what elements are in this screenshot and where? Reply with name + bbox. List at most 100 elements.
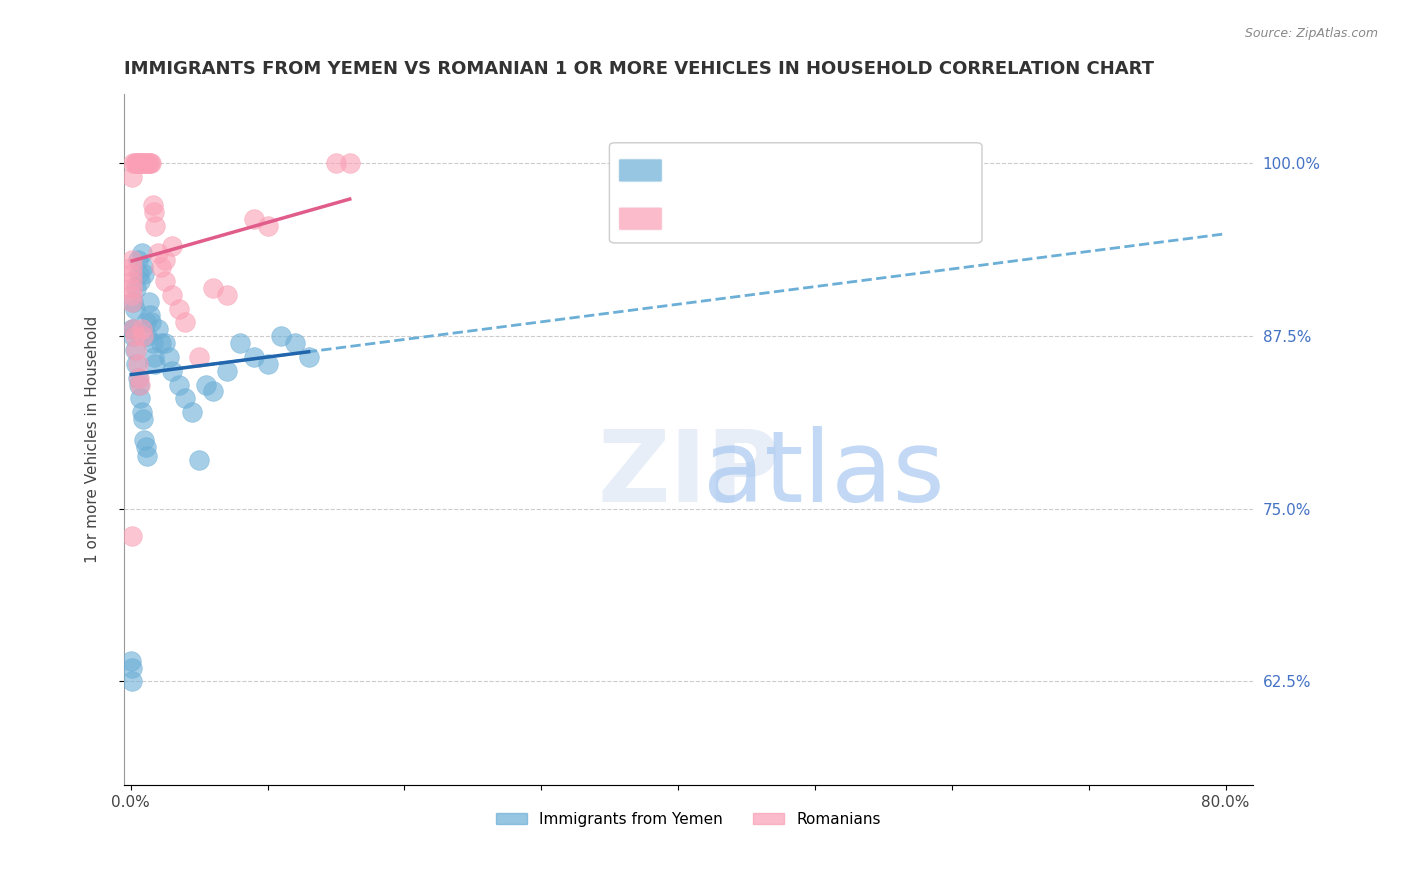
Point (122, 294, 145, 309)
Point (143, 204, 166, 219)
Point (136, 329, 159, 343)
Point (121, 322, 143, 336)
Point (243, 211, 266, 226)
Point (132, 329, 155, 343)
Point (141, 315, 163, 329)
FancyBboxPatch shape (619, 159, 662, 182)
Point (141, 156, 163, 170)
Point (146, 246, 169, 260)
Point (132, 156, 155, 170)
Point (145, 357, 167, 371)
Point (131, 156, 153, 170)
Point (139, 156, 162, 170)
Point (160, 287, 183, 301)
Point (167, 301, 190, 316)
Point (136, 156, 159, 170)
Point (125, 156, 148, 170)
Point (146, 322, 169, 336)
Point (181, 405, 204, 419)
Text: R = 0.475   N = 49: R = 0.475 N = 49 (666, 202, 837, 221)
Point (135, 156, 157, 170)
Point (132, 260, 155, 274)
Point (188, 350, 211, 364)
Point (201, 281, 224, 295)
Point (125, 281, 148, 295)
Point (121, 170, 143, 185)
Point (339, 156, 361, 170)
Point (153, 253, 176, 268)
Point (138, 156, 160, 170)
Legend: Immigrants from Yemen, Romanians: Immigrants from Yemen, Romanians (491, 805, 887, 833)
Text: atlas: atlas (703, 425, 945, 523)
Point (125, 357, 148, 371)
Point (153, 274, 176, 288)
Point (129, 156, 152, 170)
Point (127, 253, 149, 268)
Point (122, 156, 145, 170)
Point (121, 274, 143, 288)
Point (142, 198, 165, 212)
Point (121, 674, 143, 689)
FancyBboxPatch shape (619, 207, 662, 230)
Point (129, 274, 152, 288)
Point (243, 350, 266, 364)
Point (188, 453, 211, 467)
Point (124, 343, 146, 357)
Point (127, 156, 149, 170)
Point (136, 450, 159, 464)
Point (135, 440, 157, 454)
Point (215, 364, 238, 378)
Point (122, 322, 145, 336)
Text: R = 0.142   N = 51: R = 0.142 N = 51 (666, 154, 837, 172)
Point (131, 405, 153, 419)
Text: ZIP: ZIP (598, 425, 780, 523)
Point (134, 433, 156, 447)
Point (229, 336, 252, 351)
Point (160, 239, 183, 253)
Point (128, 377, 150, 392)
Point (131, 246, 153, 260)
Text: Source: ZipAtlas.com: Source: ZipAtlas.com (1244, 27, 1378, 40)
Point (134, 267, 156, 281)
Point (124, 329, 146, 343)
Point (121, 529, 143, 543)
Point (128, 370, 150, 384)
Point (298, 350, 321, 364)
Point (127, 370, 149, 384)
Point (121, 294, 143, 309)
Point (325, 156, 347, 170)
Point (121, 322, 143, 336)
Point (129, 392, 152, 406)
Point (145, 219, 167, 233)
Point (153, 336, 176, 351)
Point (121, 661, 143, 675)
Point (167, 377, 190, 392)
Point (284, 336, 307, 351)
Point (121, 260, 143, 274)
Point (128, 156, 150, 170)
Point (149, 336, 172, 351)
Point (134, 156, 156, 170)
Point (124, 156, 146, 170)
Point (121, 253, 143, 268)
Point (135, 315, 157, 329)
Point (120, 654, 142, 668)
Point (121, 287, 143, 301)
Point (139, 309, 162, 323)
Point (142, 336, 165, 351)
Point (174, 315, 197, 329)
Point (157, 350, 180, 364)
Point (195, 377, 218, 392)
Point (215, 287, 238, 301)
Y-axis label: 1 or more Vehicles in Household: 1 or more Vehicles in Household (86, 316, 100, 564)
Point (122, 329, 145, 343)
Point (256, 219, 278, 233)
Point (121, 267, 143, 281)
Point (129, 377, 152, 392)
Point (132, 412, 155, 426)
Point (270, 329, 292, 343)
Point (256, 357, 278, 371)
Point (121, 281, 143, 295)
Text: IMMIGRANTS FROM YEMEN VS ROMANIAN 1 OR MORE VEHICLES IN HOUSEHOLD CORRELATION CH: IMMIGRANTS FROM YEMEN VS ROMANIAN 1 OR M… (124, 60, 1154, 78)
Point (143, 350, 166, 364)
